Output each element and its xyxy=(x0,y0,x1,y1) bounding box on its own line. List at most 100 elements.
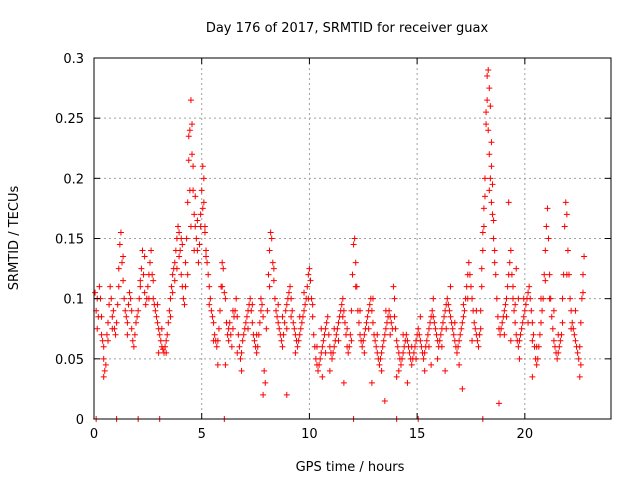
data-point xyxy=(379,343,386,350)
data-point xyxy=(210,319,217,326)
data-point xyxy=(234,313,241,320)
data-point xyxy=(253,331,260,338)
y-tick-label: 0.15 xyxy=(55,233,84,248)
chart-title: Day 176 of 2017, SRMTID for receiver gua… xyxy=(206,21,489,36)
data-point xyxy=(495,400,502,407)
data-point xyxy=(219,259,226,266)
data-point xyxy=(564,247,571,254)
data-point xyxy=(355,319,362,326)
data-point xyxy=(304,283,311,290)
data-point xyxy=(204,259,211,266)
data-point xyxy=(279,343,286,350)
data-point xyxy=(270,277,277,284)
data-point xyxy=(184,271,191,278)
data-point xyxy=(575,355,582,362)
data-point xyxy=(460,313,467,320)
data-point xyxy=(373,343,380,350)
data-point xyxy=(447,283,454,290)
data-point xyxy=(221,289,228,296)
data-point xyxy=(391,313,398,320)
data-point xyxy=(242,319,249,326)
data-point xyxy=(489,211,496,218)
data-point xyxy=(249,319,256,326)
data-point xyxy=(278,337,285,344)
data-point xyxy=(288,313,295,320)
data-point xyxy=(372,337,379,344)
data-point xyxy=(142,301,149,308)
data-point xyxy=(400,331,407,338)
data-point xyxy=(148,247,155,254)
data-point xyxy=(507,247,514,254)
data-point xyxy=(237,355,244,362)
data-point xyxy=(445,301,452,308)
data-point xyxy=(122,307,129,314)
data-point xyxy=(431,319,438,326)
data-point xyxy=(559,319,566,326)
data-point xyxy=(352,283,359,290)
data-point xyxy=(99,337,106,344)
data-point xyxy=(191,211,198,218)
data-point xyxy=(235,331,242,338)
data-point xyxy=(479,247,486,254)
data-point xyxy=(261,367,268,374)
data-point xyxy=(273,307,280,314)
data-point xyxy=(512,301,519,308)
data-point xyxy=(203,253,210,260)
data-point xyxy=(437,331,444,338)
data-point xyxy=(275,319,282,326)
data-point xyxy=(196,241,203,248)
data-point xyxy=(488,199,495,206)
data-point xyxy=(339,313,346,320)
data-point xyxy=(189,151,196,158)
data-point xyxy=(331,325,338,332)
data-point xyxy=(408,361,415,368)
data-point xyxy=(263,325,270,332)
data-point xyxy=(572,337,579,344)
data-point xyxy=(141,253,148,260)
data-point xyxy=(133,319,140,326)
data-point xyxy=(233,295,240,302)
data-point xyxy=(147,259,154,266)
data-point xyxy=(313,343,320,350)
data-point xyxy=(282,307,289,314)
data-point xyxy=(559,295,566,302)
data-point xyxy=(163,349,170,356)
data-point xyxy=(220,265,227,272)
data-point xyxy=(541,271,548,278)
data-point xyxy=(103,331,110,338)
data-point xyxy=(513,265,520,272)
data-point xyxy=(361,331,368,338)
data-point xyxy=(124,331,131,338)
data-point xyxy=(555,349,562,356)
x-tick-label: 5 xyxy=(198,427,206,442)
data-point xyxy=(135,307,142,314)
data-point xyxy=(200,199,207,206)
data-point xyxy=(139,247,146,254)
data-point xyxy=(164,331,171,338)
data-point xyxy=(350,241,357,248)
data-point xyxy=(579,271,586,278)
data-point xyxy=(248,307,255,314)
data-point xyxy=(485,127,492,134)
data-point xyxy=(271,295,278,302)
y-tick-label: 0.25 xyxy=(55,112,84,127)
data-point xyxy=(98,313,105,320)
data-point xyxy=(173,265,180,272)
data-point xyxy=(319,343,326,350)
data-point xyxy=(480,223,487,230)
data-point xyxy=(554,355,561,362)
x-tick-label: 15 xyxy=(409,427,426,442)
data-point xyxy=(171,277,178,284)
data-point xyxy=(568,325,575,332)
data-point xyxy=(469,337,476,344)
data-point xyxy=(404,379,411,386)
data-point xyxy=(368,307,375,314)
data-point xyxy=(415,325,422,332)
data-point xyxy=(486,151,493,158)
data-point xyxy=(511,307,518,314)
data-point xyxy=(416,331,423,338)
x-tick-label: 0 xyxy=(90,427,98,442)
data-point xyxy=(134,313,141,320)
data-point xyxy=(404,337,411,344)
x-tick-label: 20 xyxy=(517,427,534,442)
